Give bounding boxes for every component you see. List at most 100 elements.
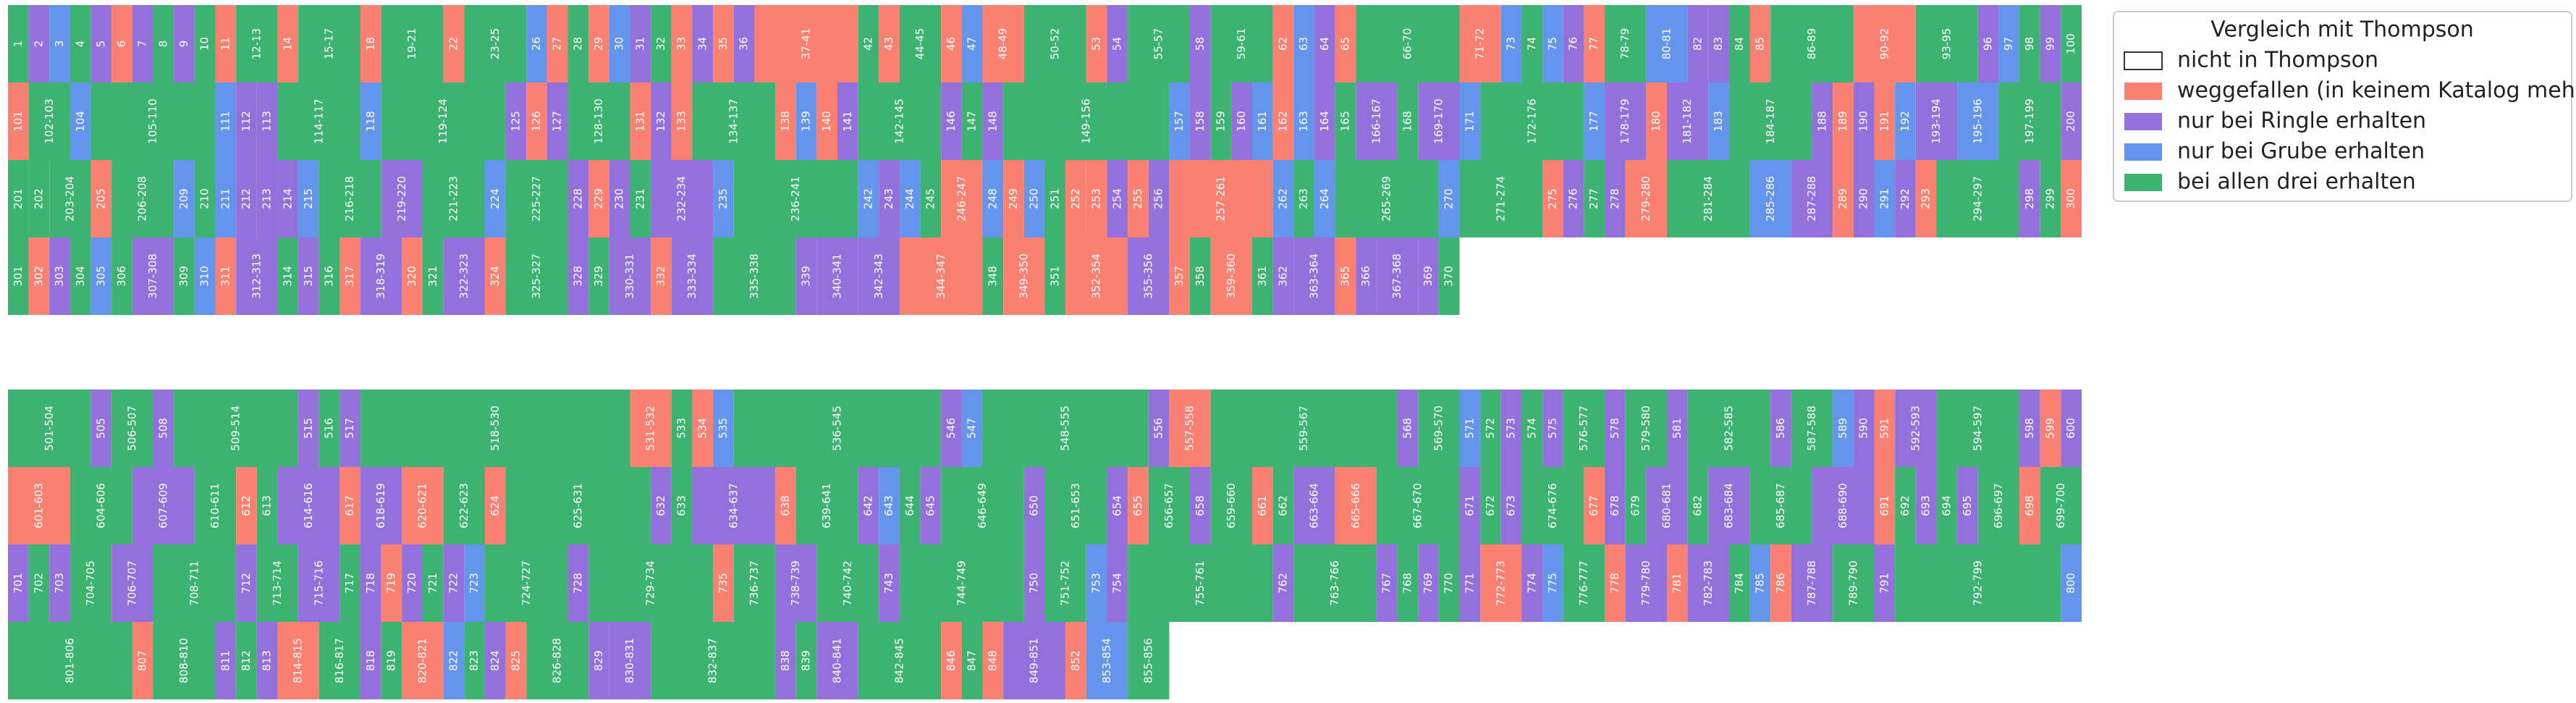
cell xyxy=(49,160,91,237)
cell-label: 604-606 xyxy=(94,483,107,529)
cell xyxy=(215,160,237,237)
cell xyxy=(567,83,630,160)
cell-label: 830-831 xyxy=(623,638,636,683)
cell-label: 212 xyxy=(240,188,253,209)
cell xyxy=(1584,5,1605,83)
cell-label: 763-766 xyxy=(1328,560,1341,606)
cell xyxy=(484,544,568,622)
cell-label: 262 xyxy=(1276,188,1289,209)
cell-label: 582-585 xyxy=(1722,405,1735,451)
cell xyxy=(1128,622,1170,699)
cell-label: 352-354 xyxy=(1090,253,1103,299)
cell xyxy=(1625,544,1667,622)
cell xyxy=(1480,467,1501,544)
cell-label: 127 xyxy=(551,111,564,132)
cell xyxy=(1169,237,1191,315)
cell xyxy=(2061,160,2082,237)
cell-label: 770 xyxy=(1443,573,1456,594)
cell xyxy=(90,160,112,237)
cell xyxy=(1107,160,1128,237)
cell xyxy=(1521,390,1543,467)
cell-label: 291 xyxy=(1878,188,1891,209)
cell-label: 214 xyxy=(281,188,294,209)
cell xyxy=(1148,390,1170,467)
cell xyxy=(256,160,278,237)
cell xyxy=(1749,160,1791,237)
cell xyxy=(1128,467,1149,544)
cell xyxy=(1356,5,1460,83)
cell xyxy=(1728,544,1750,622)
cell xyxy=(651,160,714,237)
cell-label: 839 xyxy=(800,650,813,671)
cell xyxy=(754,5,858,83)
cell xyxy=(1459,160,1543,237)
cell xyxy=(941,467,1024,544)
cell-label: 265-269 xyxy=(1380,176,1393,222)
cell-label: 162 xyxy=(1276,111,1289,132)
cell xyxy=(961,622,983,699)
cell-label: 18 xyxy=(364,37,377,51)
cell xyxy=(961,5,983,83)
cell xyxy=(713,237,796,315)
cell-label: 293 xyxy=(1920,188,1933,209)
cell xyxy=(236,5,278,83)
cell xyxy=(816,83,837,160)
cell xyxy=(1687,390,1771,467)
cell xyxy=(1749,5,1771,83)
cell-label: 782-783 xyxy=(1702,560,1715,606)
cell-label: 101 xyxy=(12,111,25,132)
cell xyxy=(1252,467,1273,544)
cell-label: 832-837 xyxy=(706,638,719,683)
cell xyxy=(1563,544,1605,622)
cell-label: 80-81 xyxy=(1660,28,1673,60)
cell-label: 271-274 xyxy=(1494,176,1507,222)
cell xyxy=(49,5,70,83)
cell-label: 369 xyxy=(1422,266,1435,287)
cell xyxy=(2040,467,2082,544)
cell xyxy=(1335,83,1356,160)
cell xyxy=(256,83,278,160)
cell-label: 581 xyxy=(1671,418,1684,439)
cell xyxy=(1065,622,1086,699)
cell-label: 97 xyxy=(2002,37,2015,51)
cell-label: 251 xyxy=(1048,188,1061,209)
cell xyxy=(256,544,299,622)
cell xyxy=(318,622,361,699)
legend-label: nur bei Grube erhalten xyxy=(2177,139,2425,164)
cell xyxy=(630,83,651,160)
cell-label: 14 xyxy=(281,37,294,51)
cell-label: 568 xyxy=(1401,418,1414,439)
cell-label: 55-57 xyxy=(1152,28,1165,60)
cell xyxy=(1895,160,1916,237)
cell xyxy=(1252,237,1273,315)
cell-label: 192 xyxy=(1899,111,1912,132)
cell-label: 93-95 xyxy=(1940,28,1953,60)
cell-label: 74 xyxy=(1525,37,1538,51)
cell-label: 703 xyxy=(53,573,66,594)
cell-label: 536-545 xyxy=(831,405,844,451)
legend-label: nicht in Thompson xyxy=(2177,48,2378,73)
cell xyxy=(899,5,942,83)
cell-label: 824 xyxy=(489,650,502,671)
cell xyxy=(775,622,796,699)
cell xyxy=(1853,160,1875,237)
cell xyxy=(1480,83,1584,160)
cell-label: 221-223 xyxy=(447,176,460,222)
cell-label: 531-532 xyxy=(644,405,657,451)
cell xyxy=(609,237,651,315)
cell-label: 822 xyxy=(447,650,460,671)
cell-label: 719 xyxy=(385,573,398,594)
cell xyxy=(899,467,921,544)
cell xyxy=(1003,83,1170,160)
cell xyxy=(1044,544,1086,622)
cell xyxy=(1480,544,1522,622)
cell-label: 43 xyxy=(882,37,895,51)
cell-label: 76 xyxy=(1567,37,1580,51)
cell-label: 253 xyxy=(1090,188,1103,209)
cell xyxy=(1293,237,1335,315)
cell xyxy=(2019,467,2040,544)
cell xyxy=(360,237,402,315)
cell-label: 328 xyxy=(571,266,584,287)
cell xyxy=(484,237,506,315)
cell xyxy=(132,467,195,544)
